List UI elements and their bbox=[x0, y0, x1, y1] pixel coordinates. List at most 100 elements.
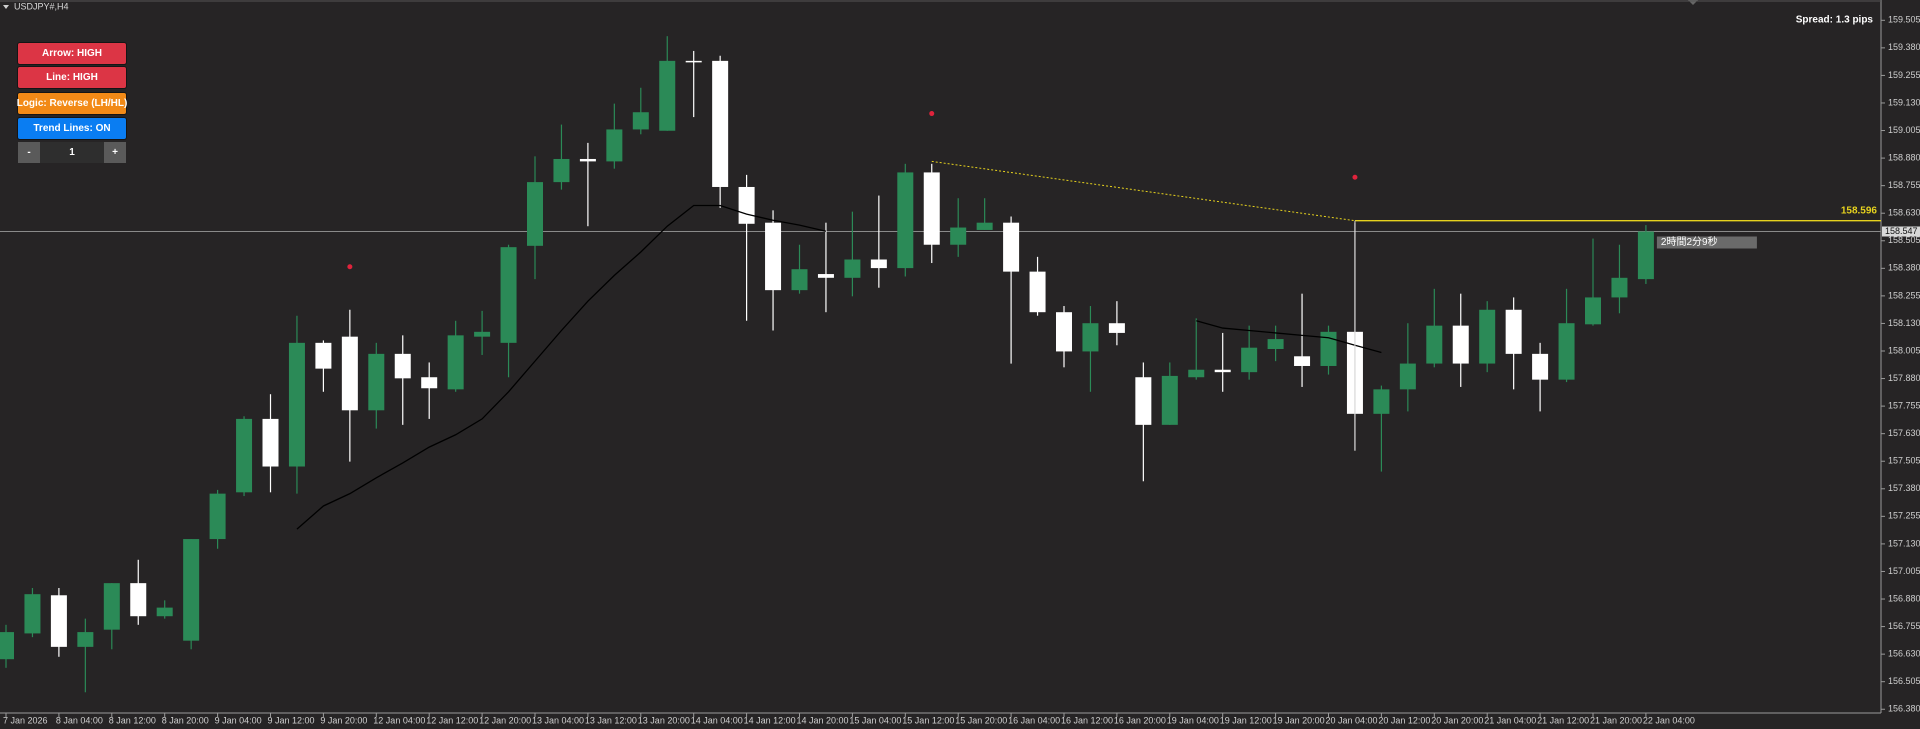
candle-body bbox=[1082, 323, 1099, 352]
candle-body bbox=[1003, 222, 1020, 272]
candle-body bbox=[685, 60, 702, 63]
candle-body bbox=[712, 60, 729, 187]
x-tick-label: 8 Jan 04:00 bbox=[56, 715, 103, 725]
candle-body bbox=[421, 377, 438, 389]
candle-body bbox=[1029, 271, 1046, 313]
y-tick-label: 159.380 bbox=[1888, 42, 1920, 52]
x-tick-label: 13 Jan 20:00 bbox=[638, 715, 690, 725]
x-tick-label: 15 Jan 20:00 bbox=[955, 715, 1007, 725]
x-tick-label: 14 Jan 04:00 bbox=[691, 715, 743, 725]
x-tick-label: 12 Jan 20:00 bbox=[479, 715, 531, 725]
candle-body bbox=[1294, 356, 1311, 366]
logic-button[interactable]: Logic: Reverse (LH/HL) bbox=[17, 93, 127, 114]
candle-body bbox=[368, 353, 385, 411]
minus-button[interactable]: - bbox=[18, 142, 40, 163]
x-tick-label: 21 Jan 20:00 bbox=[1590, 715, 1642, 725]
candle-body bbox=[553, 158, 570, 183]
spread: Spread: 1.3 pips bbox=[1796, 15, 1874, 26]
candle-body bbox=[236, 418, 253, 493]
candle-body bbox=[1426, 325, 1443, 364]
candle-body bbox=[0, 632, 14, 660]
x-tick-label: 19 Jan 12:00 bbox=[1220, 715, 1272, 725]
candle-body bbox=[156, 607, 173, 617]
y-tick-label: 158.505 bbox=[1888, 235, 1920, 245]
candle-body bbox=[1505, 309, 1522, 354]
candle-body bbox=[77, 632, 94, 647]
candle-body bbox=[474, 331, 491, 337]
y-tick-label: 157.505 bbox=[1888, 456, 1920, 466]
y-tick-label: 157.880 bbox=[1888, 373, 1920, 383]
candle-body bbox=[447, 335, 464, 390]
x-tick-label: 8 Jan 12:00 bbox=[109, 715, 156, 725]
candle-body bbox=[1188, 369, 1205, 378]
signal-dot bbox=[929, 111, 935, 117]
x-tick-label: 14 Jan 20:00 bbox=[797, 715, 849, 725]
candle-body bbox=[262, 418, 279, 467]
candle-body bbox=[1637, 231, 1654, 280]
candle-body bbox=[1399, 363, 1416, 390]
y-tick-label: 156.505 bbox=[1888, 676, 1920, 686]
candle-body bbox=[315, 342, 332, 369]
y-tick-label: 157.005 bbox=[1888, 566, 1920, 576]
candle-body bbox=[24, 594, 41, 634]
y-tick-label: 156.380 bbox=[1888, 704, 1920, 714]
moving-average bbox=[296, 204, 1382, 530]
line-button[interactable]: Line: HIGH bbox=[18, 67, 126, 88]
candle-body bbox=[394, 353, 411, 379]
stepper-value: 1 bbox=[40, 142, 104, 163]
x-tick-label: 15 Jan 04:00 bbox=[849, 715, 901, 725]
y-tick-label: 159.255 bbox=[1888, 70, 1920, 80]
y-tick-label: 156.880 bbox=[1888, 593, 1920, 603]
y-tick-label: 156.755 bbox=[1888, 621, 1920, 631]
candle-body bbox=[209, 493, 226, 540]
y-tick-label: 157.755 bbox=[1888, 400, 1920, 410]
candle-body bbox=[183, 539, 200, 641]
candle-body bbox=[130, 583, 147, 617]
x-tick-label: 16 Jan 12:00 bbox=[1061, 715, 1113, 725]
x-tick-label: 9 Jan 12:00 bbox=[268, 715, 315, 725]
y-tick-label: 157.630 bbox=[1888, 428, 1920, 438]
y-tick-label: 158.005 bbox=[1888, 345, 1920, 355]
candle-body bbox=[527, 182, 543, 246]
plus-button[interactable]: + bbox=[104, 142, 126, 163]
y-tick-label: 158.880 bbox=[1888, 152, 1920, 162]
x-tick-label: 12 Jan 12:00 bbox=[426, 715, 478, 725]
y-tick-label: 158.255 bbox=[1888, 290, 1920, 300]
y-tick-label: 157.130 bbox=[1888, 538, 1920, 548]
candle-body bbox=[500, 247, 517, 343]
candle-body bbox=[50, 595, 67, 647]
arrow-button[interactable]: Arrow: HIGH bbox=[18, 43, 126, 64]
y-tick-label: 158.630 bbox=[1888, 208, 1920, 218]
x-tick-label: 21 Jan 04:00 bbox=[1484, 715, 1536, 725]
candle-body bbox=[817, 274, 834, 278]
x-tick-label: 19 Jan 20:00 bbox=[1273, 715, 1325, 725]
candle-body bbox=[1135, 377, 1152, 425]
y-tick-label: 157.255 bbox=[1888, 511, 1920, 521]
candle-body bbox=[288, 342, 305, 467]
x-tick-label: 9 Jan 20:00 bbox=[320, 715, 367, 725]
price-tag-box bbox=[1882, 226, 1920, 237]
x-tick-label: 19 Jan 04:00 bbox=[1167, 715, 1219, 725]
candle-body bbox=[1108, 323, 1125, 333]
x-tick-label: 21 Jan 12:00 bbox=[1537, 715, 1589, 725]
y-tick-label: 159.505 bbox=[1888, 15, 1920, 25]
candle-body bbox=[923, 172, 940, 245]
candle-body bbox=[1452, 325, 1469, 364]
menu-triangle bbox=[3, 5, 9, 9]
countdown: 2時間2分9秒 bbox=[1661, 235, 1718, 248]
x-tick-label: 13 Jan 04:00 bbox=[532, 715, 584, 725]
candle-body bbox=[1267, 339, 1284, 350]
candle-body bbox=[1161, 375, 1178, 425]
x-tick-label: 9 Jan 04:00 bbox=[215, 715, 262, 725]
candle-body bbox=[765, 222, 782, 291]
trend-lines-button[interactable]: Trend Lines: ON bbox=[18, 118, 126, 139]
candle-body bbox=[844, 259, 861, 278]
candle-body bbox=[738, 186, 755, 224]
candle-body bbox=[1585, 297, 1601, 325]
candle-body bbox=[950, 227, 967, 245]
symbol-title: USDJPY#,H4 bbox=[14, 1, 69, 11]
x-tick-label: 16 Jan 04:00 bbox=[1008, 715, 1060, 725]
candle-body bbox=[659, 60, 676, 131]
